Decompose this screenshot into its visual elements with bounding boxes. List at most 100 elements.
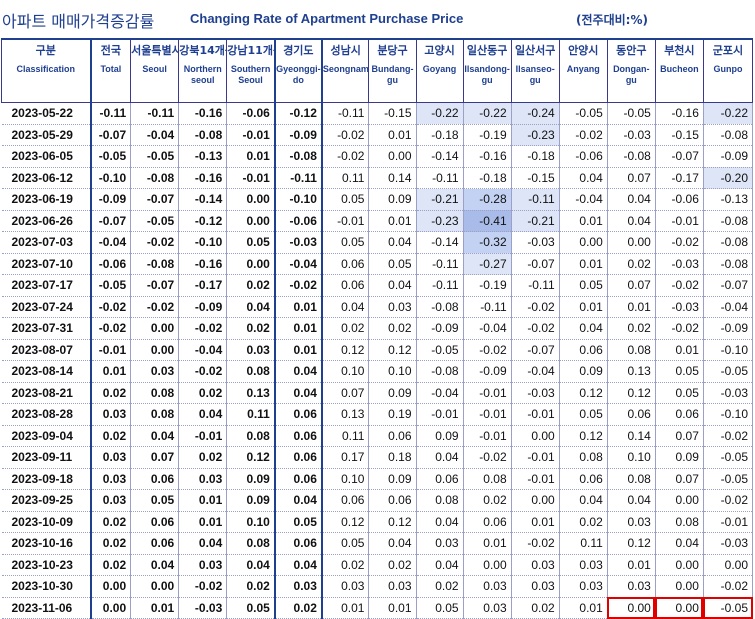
cell-ilsandong[interactable]: -0.32 xyxy=(463,231,512,254)
cell-bundang[interactable]: 0.03 xyxy=(368,296,417,318)
cell-goyang[interactable]: -0.14 xyxy=(416,231,464,254)
cell-total[interactable]: -0.06 xyxy=(89,253,132,275)
cell-bundang[interactable]: 0.04 xyxy=(368,274,417,297)
cell-dongan[interactable]: 0.12 xyxy=(607,382,656,404)
cell-gyeonggi[interactable]: 0.06 xyxy=(273,403,323,426)
cell-dongan[interactable]: 0.10 xyxy=(607,446,656,469)
cell-ilsandong[interactable]: -0.16 xyxy=(463,145,512,168)
cell-north[interactable]: 0.02 xyxy=(178,382,228,404)
cell-anyang[interactable]: -0.04 xyxy=(559,188,608,211)
cell-south[interactable]: 0.01 xyxy=(226,145,276,168)
row-date-cell[interactable]: 2023-05-29 xyxy=(1,124,92,146)
cell-bundang[interactable]: 0.04 xyxy=(368,231,417,254)
cell-seongnam[interactable]: -0.02 xyxy=(320,145,370,168)
cell-gyeonggi[interactable]: -0.03 xyxy=(273,231,323,254)
cell-total[interactable]: 0.00 xyxy=(89,597,132,619)
cell-north[interactable]: -0.16 xyxy=(178,102,228,125)
cell-gunpo[interactable]: 0.00 xyxy=(703,554,754,576)
cell-gunpo[interactable]: -0.05 xyxy=(703,360,754,383)
cell-total[interactable]: 0.03 xyxy=(89,489,132,512)
cell-ilsandong[interactable]: -0.04 xyxy=(463,317,512,340)
cell-bucheon[interactable]: -0.02 xyxy=(655,317,704,340)
cell-north[interactable]: 0.04 xyxy=(178,532,228,555)
cell-seongnam[interactable]: 0.05 xyxy=(320,188,370,211)
cell-ilsandong[interactable]: 0.08 xyxy=(463,468,512,490)
row-date-cell[interactable]: 2023-06-12 xyxy=(1,167,92,189)
cell-anyang[interactable]: -0.05 xyxy=(559,102,608,125)
cell-goyang[interactable]: 0.09 xyxy=(416,425,464,447)
cell-seongnam[interactable]: 0.11 xyxy=(320,167,370,189)
cell-south[interactable]: 0.03 xyxy=(226,339,276,361)
row-date-cell[interactable]: 2023-10-09 xyxy=(1,511,92,533)
cell-bundang[interactable]: 0.09 xyxy=(368,468,417,490)
cell-ilsandong[interactable]: -0.27 xyxy=(463,253,512,275)
cell-ilsandong[interactable]: -0.19 xyxy=(463,274,512,297)
cell-gyeonggi[interactable]: 0.04 xyxy=(273,360,323,383)
cell-dongan[interactable]: 0.01 xyxy=(607,296,656,318)
cell-gyeonggi[interactable]: -0.08 xyxy=(273,145,323,168)
cell-ilsanseo[interactable]: -0.07 xyxy=(511,253,560,275)
cell-bucheon[interactable]: -0.06 xyxy=(655,188,704,211)
cell-anyang[interactable]: 0.06 xyxy=(559,468,608,490)
cell-north[interactable]: 0.03 xyxy=(178,554,228,576)
cell-gyeonggi[interactable]: -0.10 xyxy=(273,188,323,211)
cell-seongnam[interactable]: 0.01 xyxy=(320,597,370,619)
cell-gunpo[interactable]: -0.08 xyxy=(703,210,754,232)
cell-ilsandong[interactable]: -0.02 xyxy=(463,339,512,361)
cell-gyeonggi[interactable]: -0.02 xyxy=(273,274,323,297)
row-date-cell[interactable]: 2023-09-25 xyxy=(1,489,92,512)
cell-gunpo[interactable]: -0.08 xyxy=(703,124,754,146)
cell-total[interactable]: -0.07 xyxy=(89,124,132,146)
cell-bucheon[interactable]: 0.05 xyxy=(655,382,704,404)
cell-bucheon[interactable]: 0.01 xyxy=(655,339,704,361)
cell-bucheon[interactable]: 0.04 xyxy=(655,532,704,555)
column-header-north[interactable]: 강북14개구 Northern seoul xyxy=(178,38,228,103)
cell-total[interactable]: -0.07 xyxy=(89,210,132,232)
cell-north[interactable]: -0.09 xyxy=(178,296,228,318)
cell-gyeonggi[interactable]: -0.11 xyxy=(273,167,323,189)
cell-bucheon[interactable]: 0.08 xyxy=(655,511,704,533)
cell-bundang[interactable]: 0.09 xyxy=(368,382,417,404)
cell-dongan[interactable]: 0.00 xyxy=(607,231,656,254)
cell-gunpo[interactable]: -0.02 xyxy=(703,489,754,512)
cell-goyang[interactable]: -0.11 xyxy=(416,167,464,189)
row-date-cell[interactable]: 2023-09-11 xyxy=(1,446,92,469)
cell-seongnam[interactable]: 0.05 xyxy=(320,231,370,254)
cell-bundang[interactable]: 0.02 xyxy=(368,554,417,576)
cell-south[interactable]: 0.05 xyxy=(226,597,276,619)
cell-bundang[interactable]: 0.09 xyxy=(368,188,417,211)
cell-seongnam[interactable]: 0.12 xyxy=(320,339,370,361)
cell-gunpo[interactable]: -0.22 xyxy=(703,102,754,125)
cell-dongan[interactable]: 0.04 xyxy=(607,210,656,232)
cell-goyang[interactable]: -0.14 xyxy=(416,145,464,168)
cell-total[interactable]: -0.11 xyxy=(89,102,132,125)
cell-seoul[interactable]: 0.08 xyxy=(130,403,180,426)
cell-ilsanseo[interactable]: -0.23 xyxy=(511,124,560,146)
cell-bucheon[interactable]: 0.07 xyxy=(655,425,704,447)
cell-seoul[interactable]: -0.02 xyxy=(130,231,180,254)
cell-seongnam[interactable]: -0.01 xyxy=(320,210,370,232)
cell-anyang[interactable]: 0.01 xyxy=(559,296,608,318)
cell-gyeonggi[interactable]: 0.06 xyxy=(273,468,323,490)
cell-anyang[interactable]: 0.01 xyxy=(559,253,608,275)
cell-gunpo[interactable]: -0.13 xyxy=(703,188,754,211)
cell-total[interactable]: 0.02 xyxy=(89,382,132,404)
cell-seongnam[interactable]: 0.06 xyxy=(320,253,370,275)
cell-seoul[interactable]: 0.05 xyxy=(130,489,180,512)
cell-anyang[interactable]: 0.06 xyxy=(559,339,608,361)
cell-seoul[interactable]: -0.08 xyxy=(130,167,180,189)
row-date-cell[interactable]: 2023-09-18 xyxy=(1,468,92,490)
cell-south[interactable]: 0.09 xyxy=(226,468,276,490)
cell-anyang[interactable]: -0.02 xyxy=(559,124,608,146)
cell-anyang[interactable]: 0.12 xyxy=(559,425,608,447)
column-header-bucheon[interactable]: 부천시 Bucheon xyxy=(654,38,704,103)
cell-south[interactable]: 0.08 xyxy=(226,360,276,383)
row-date-cell[interactable]: 2023-07-03 xyxy=(1,231,92,254)
cell-seoul[interactable]: 0.06 xyxy=(130,468,180,490)
cell-bucheon[interactable]: -0.03 xyxy=(655,253,704,275)
row-date-cell[interactable]: 2023-07-24 xyxy=(1,296,92,318)
cell-bundang[interactable]: 0.01 xyxy=(368,124,417,146)
cell-north[interactable]: -0.12 xyxy=(178,210,228,232)
cell-goyang[interactable]: -0.08 xyxy=(416,296,464,318)
cell-north[interactable]: -0.13 xyxy=(178,145,228,168)
